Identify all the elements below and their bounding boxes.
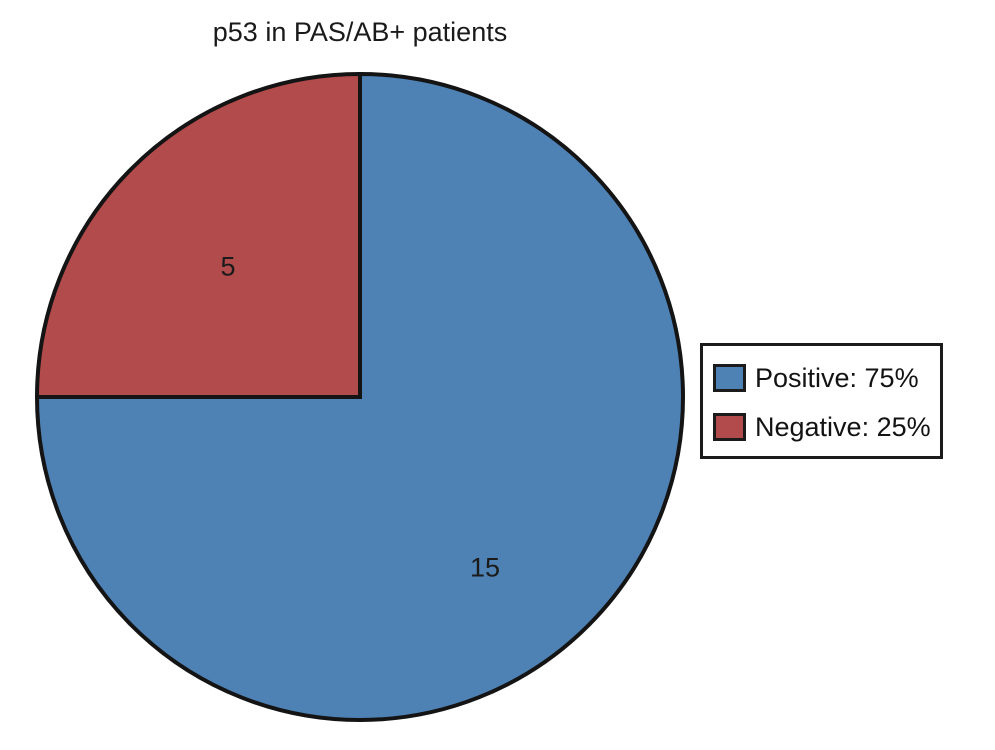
legend-item-positive[interactable]: Positive: 75% [703,355,940,401]
pie-chart: 15 5 [35,72,685,722]
pie-svg [35,72,685,722]
pie-slice-negative[interactable] [35,72,362,399]
legend-swatch-negative [713,413,746,441]
chart-title: p53 in PAS/AB+ patients [212,17,508,47]
pie-slice-value-negative: 5 [220,251,236,282]
pie-slice-value-positive: 15 [469,552,501,583]
legend-swatch-positive [713,364,746,392]
legend-item-negative[interactable]: Negative: 25% [703,404,940,450]
legend-label-positive: Positive: 75% [755,363,919,393]
chart-legend: Positive: 75% Negative: 25% [700,343,943,459]
legend-label-negative: Negative: 25% [755,412,931,442]
